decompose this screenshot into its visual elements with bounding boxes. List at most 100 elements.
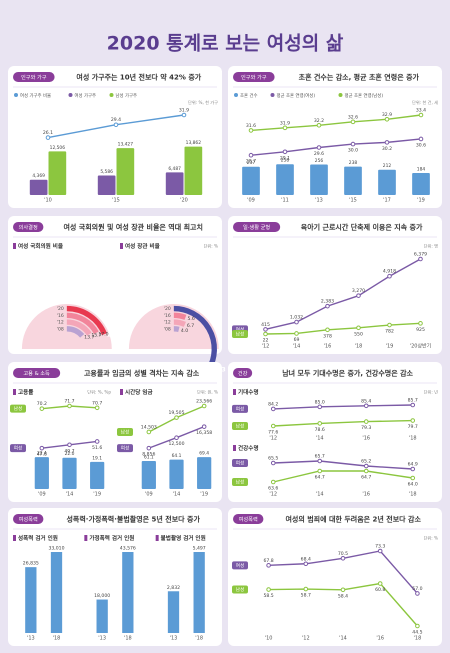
value-label: 31.9 [179,108,189,114]
point [317,458,323,464]
series-tag [232,478,248,486]
x-tick-label: '10 [44,198,52,204]
value-label: 85.7 [408,398,418,404]
panel-title: 초혼 건수는 감소, 평균 초혼 연령은 증가 [299,73,420,82]
legend-swatch [234,93,238,97]
value-label: 64.7 [315,475,325,481]
value-label: 79.3 [361,425,371,431]
point [363,403,369,409]
point [317,468,323,474]
point [387,322,392,328]
value-label: 16,358 [196,430,212,436]
title-marker [233,445,236,451]
radial-bar [173,312,187,320]
x-tick-label: '18 [124,636,132,642]
point [294,319,299,325]
value-label: 47.8 [37,452,47,458]
line [250,138,422,156]
legend-label: 여성 가구주 비율 [20,92,51,99]
x-tick-label: '19 [200,492,208,498]
bar [378,169,396,195]
value-label: 32.9 [382,112,392,118]
line [273,404,413,410]
x-tick-label: '16 [362,492,370,498]
point [67,403,72,409]
point [363,463,369,469]
section-label: 인구와 가구 [241,73,267,81]
point [263,331,268,337]
category-label: '08 [164,326,171,332]
category-label: '20 [57,306,64,312]
point [316,145,322,150]
series-name: 여성 [121,445,129,452]
value-label: 73.3 [375,544,385,550]
section-label: 여성폭력 [239,515,258,523]
point [384,116,390,122]
value-label: 32.2 [314,118,324,124]
point [248,152,254,158]
panel-title: 성폭력·가정폭력·불법촬영은 5년 전보다 증가 [66,515,200,524]
point [350,119,356,125]
bar [90,461,105,489]
section-label: 일·생활 균형 [243,223,270,231]
value-label: 70.2 [37,401,47,407]
x-tick-label: '14 [316,492,324,498]
value-label: 256 [315,158,324,164]
legend-swatch [270,93,275,97]
x-tick-label: '09 [247,198,255,204]
series-name: 여성 [14,445,22,452]
panel-title: 남녀 모두 기대수명은 증가, 건강수명은 감소 [282,369,413,378]
value-label: 2,383 [321,299,334,305]
value-label: 58.7 [301,593,311,599]
section-label: 의사결정 [19,223,38,231]
value-label: 4,369 [32,173,45,179]
point [181,112,187,118]
line [250,114,422,132]
bar [25,567,37,633]
title-marker [155,535,159,541]
unit-label: 단위: %, %p [87,389,111,396]
x-tick-label: '18 [355,344,363,350]
value-label: 69.4 [199,451,209,457]
bar [29,179,48,195]
category-label: '12 [57,320,64,326]
radial-bar [66,305,107,336]
series-name: 남성 [236,479,244,486]
value-label: 30.2 [382,146,392,152]
radial-bar [173,319,186,327]
point [418,136,424,142]
category-label: '16 [164,313,171,319]
point [363,419,369,424]
subchart-title: 여성 장관 비율 [125,242,160,250]
value-label: 57.0 [412,586,422,592]
series-name: 여성 [236,460,244,467]
point [363,468,369,474]
point [410,402,416,408]
x-tick-label: '10 [265,636,273,642]
panel-title: 육아기 근로시간 단축제 이용은 지속 증가 [301,223,423,232]
title-marker [120,389,123,395]
value-label: 78.6 [315,427,325,433]
title-marker [233,389,236,395]
bar [141,460,156,489]
point [418,321,423,326]
value-label: 18,000 [94,593,110,599]
unit-label: 단위: % [204,243,218,250]
value-label: 782 [385,329,394,335]
value-label: 3,270 [352,288,365,294]
x-tick-label: '14 [316,436,324,442]
point [325,327,330,333]
line [273,470,413,483]
series-name: 남성 [121,428,129,435]
point [201,424,207,429]
value-label: 26,835 [23,561,39,567]
title-marker [84,535,88,541]
section-tag [13,514,44,524]
panel [228,508,442,646]
value-label: 212 [383,163,392,169]
point [39,445,45,451]
legend-label: 여성 가구주 [75,92,97,99]
point [94,439,100,444]
value-label: 2,832 [167,585,180,591]
